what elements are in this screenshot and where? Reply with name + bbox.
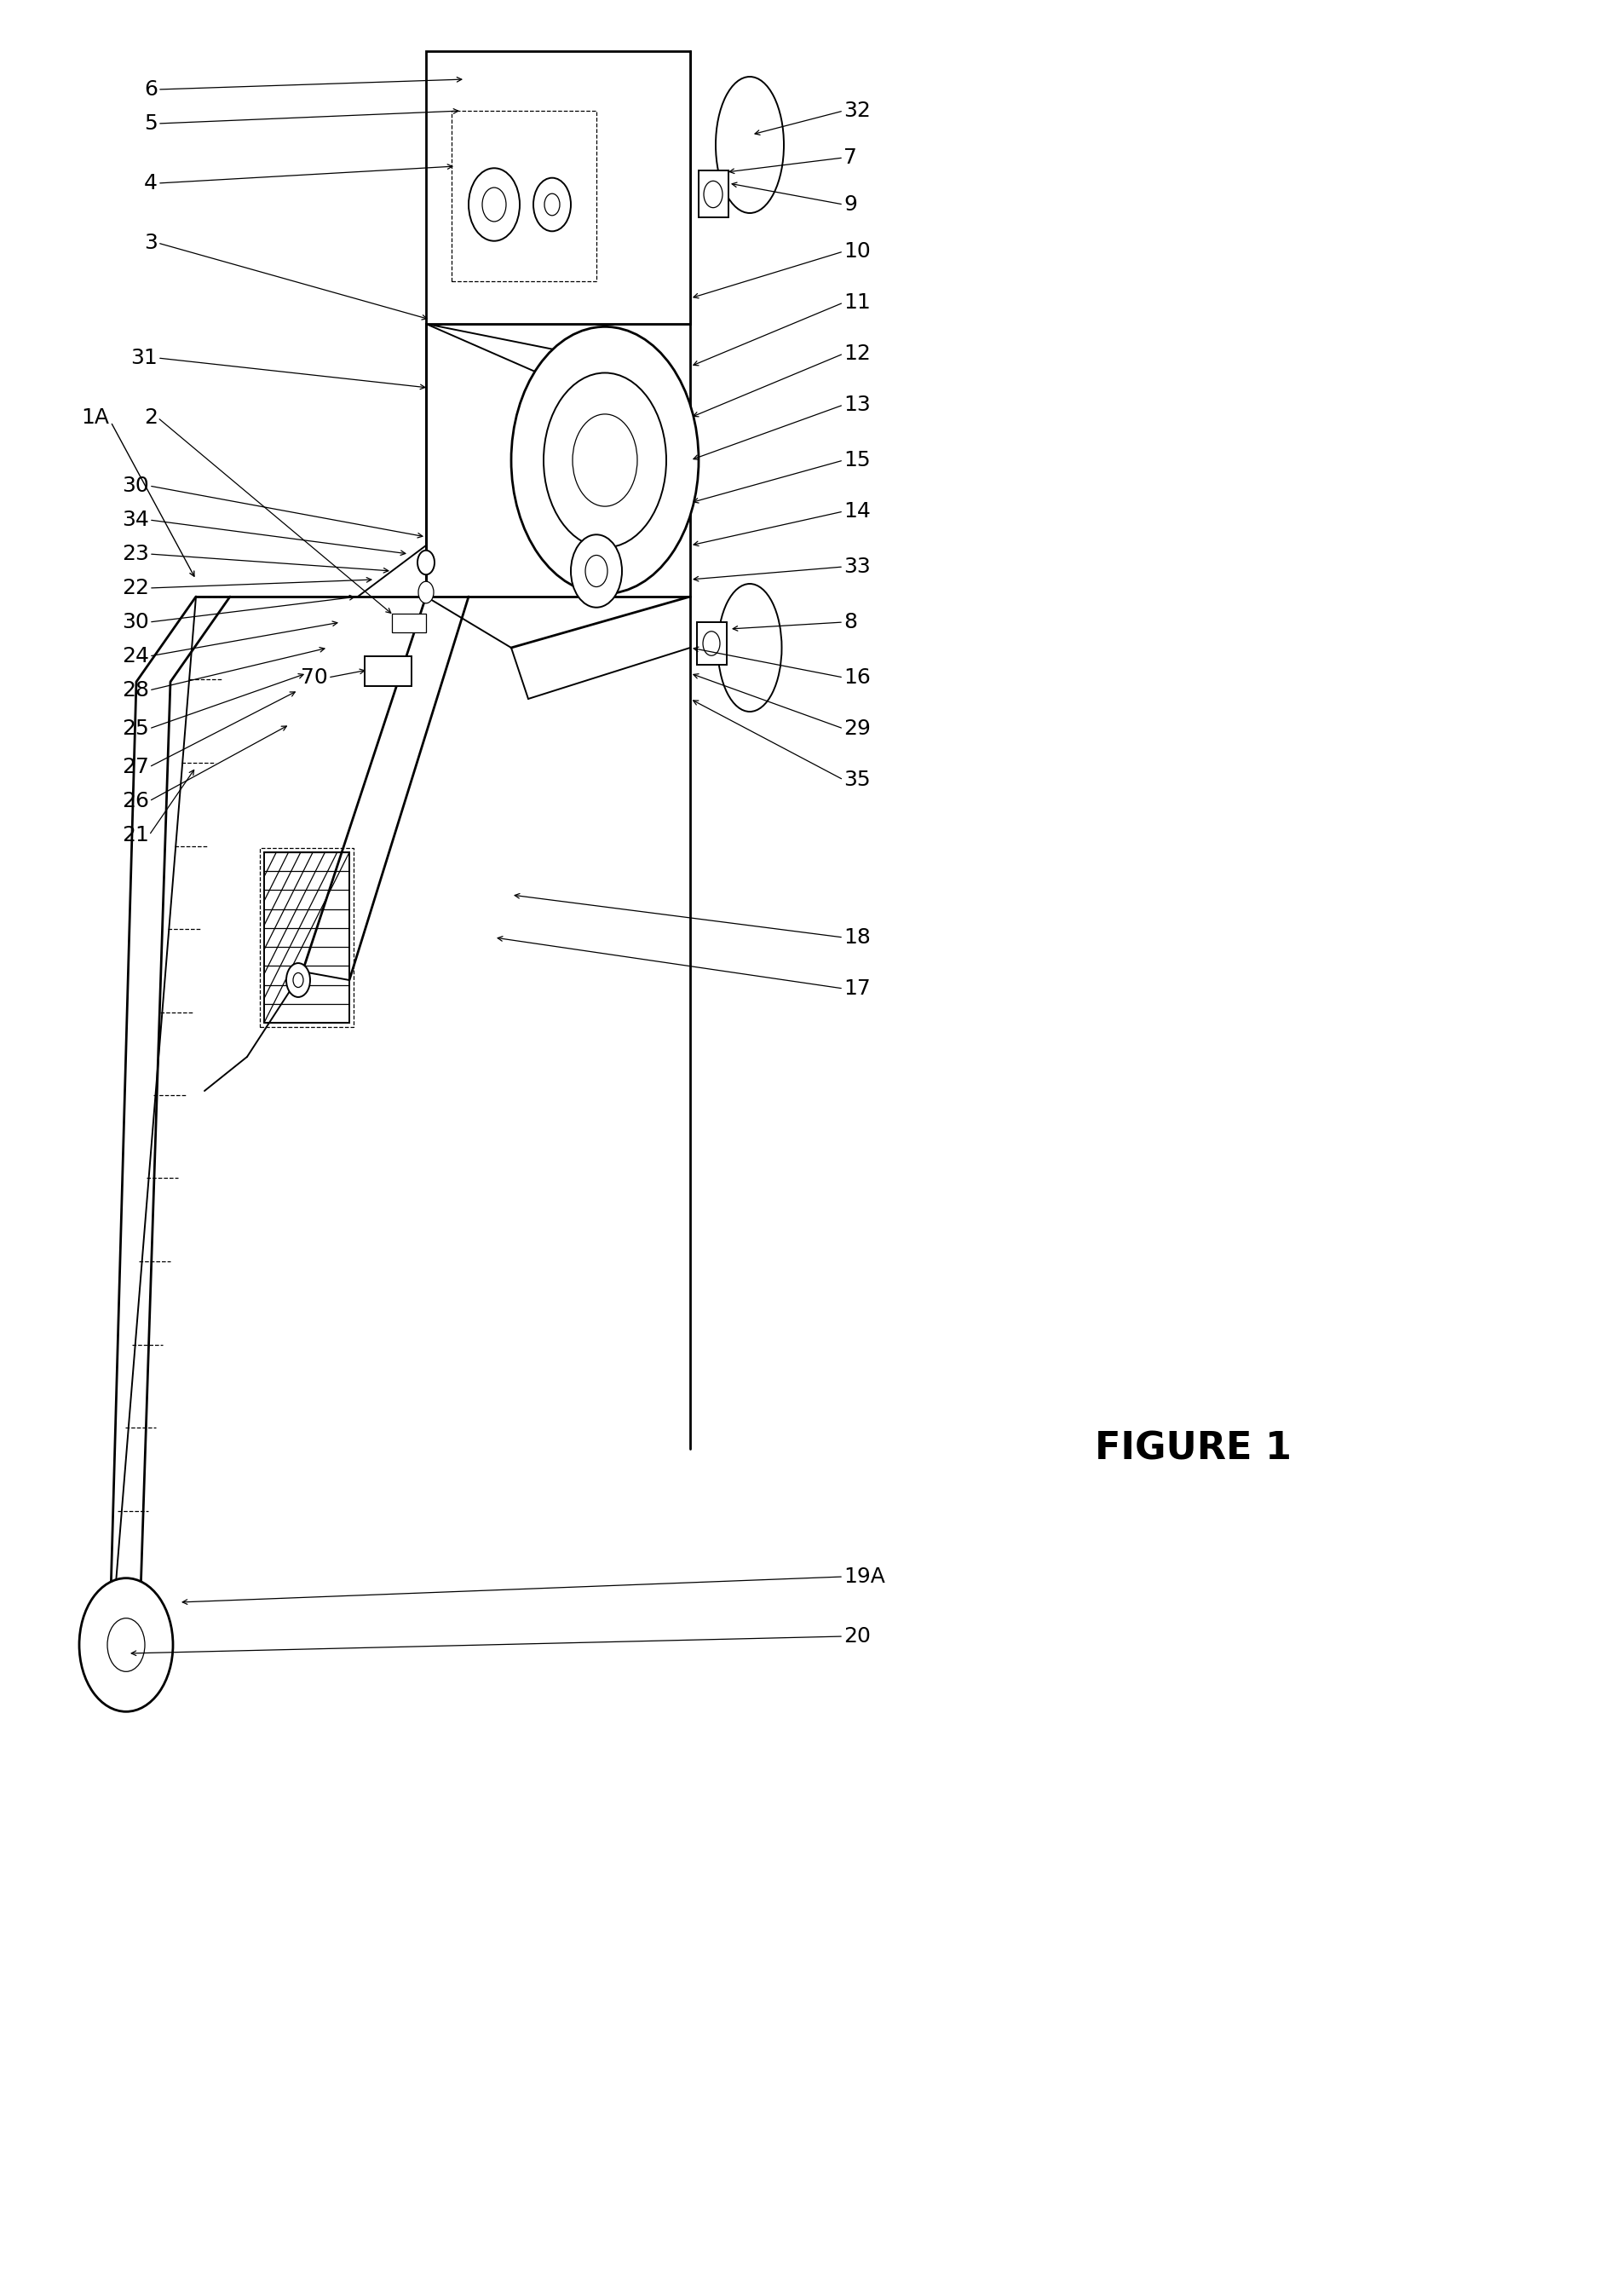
Text: FIGURE 1: FIGURE 1: [1095, 1430, 1291, 1467]
Text: 10: 10: [843, 241, 870, 262]
Text: 22: 22: [123, 579, 148, 599]
Text: 19A: 19A: [843, 1566, 885, 1587]
Circle shape: [703, 631, 721, 657]
Circle shape: [79, 1577, 172, 1711]
Text: 34: 34: [123, 510, 148, 530]
Ellipse shape: [717, 583, 782, 712]
Text: 13: 13: [843, 395, 870, 416]
Circle shape: [482, 188, 506, 220]
Bar: [364, 657, 411, 687]
Text: 28: 28: [123, 680, 148, 700]
Circle shape: [419, 581, 434, 604]
Bar: [392, 613, 426, 631]
Text: 12: 12: [843, 344, 870, 365]
Text: 5: 5: [143, 113, 158, 133]
Text: 30: 30: [123, 475, 148, 496]
Circle shape: [534, 177, 571, 232]
Text: 16: 16: [843, 668, 870, 689]
Text: 33: 33: [843, 556, 870, 576]
Bar: [696, 622, 727, 666]
Text: 14: 14: [843, 501, 870, 521]
Text: 1A: 1A: [81, 406, 110, 427]
Circle shape: [545, 193, 559, 216]
Circle shape: [108, 1619, 145, 1671]
Text: 2: 2: [143, 406, 158, 427]
Bar: [698, 170, 729, 218]
Text: 70: 70: [301, 668, 327, 689]
Circle shape: [418, 551, 435, 574]
Text: 23: 23: [123, 544, 148, 565]
Text: 4: 4: [143, 172, 158, 193]
Text: 3: 3: [143, 232, 158, 253]
Text: 20: 20: [843, 1626, 870, 1646]
Circle shape: [287, 962, 310, 996]
Text: 26: 26: [123, 790, 148, 810]
Text: 35: 35: [843, 769, 870, 790]
Circle shape: [585, 556, 608, 588]
Bar: [451, 110, 596, 280]
Text: 30: 30: [123, 613, 148, 631]
Text: 18: 18: [843, 928, 870, 948]
Text: 15: 15: [843, 450, 870, 471]
Circle shape: [511, 326, 698, 595]
Text: 24: 24: [123, 645, 148, 666]
Circle shape: [572, 413, 637, 507]
Text: 17: 17: [843, 978, 870, 999]
Bar: [260, 847, 353, 1026]
Text: 21: 21: [123, 824, 148, 845]
Circle shape: [543, 372, 666, 549]
Bar: [426, 51, 690, 324]
Circle shape: [469, 168, 519, 241]
Text: 29: 29: [843, 719, 870, 739]
Text: 11: 11: [843, 292, 870, 312]
Circle shape: [293, 974, 303, 987]
Text: 27: 27: [123, 758, 148, 778]
Circle shape: [571, 535, 622, 608]
Ellipse shape: [716, 76, 783, 214]
Text: 31: 31: [131, 347, 158, 367]
Text: 8: 8: [843, 613, 858, 631]
Circle shape: [704, 181, 722, 207]
Text: 32: 32: [843, 101, 870, 122]
Text: 6: 6: [143, 80, 158, 99]
Text: 9: 9: [843, 195, 858, 216]
Text: 7: 7: [843, 147, 858, 168]
Bar: [264, 852, 350, 1022]
Text: 25: 25: [123, 719, 148, 739]
